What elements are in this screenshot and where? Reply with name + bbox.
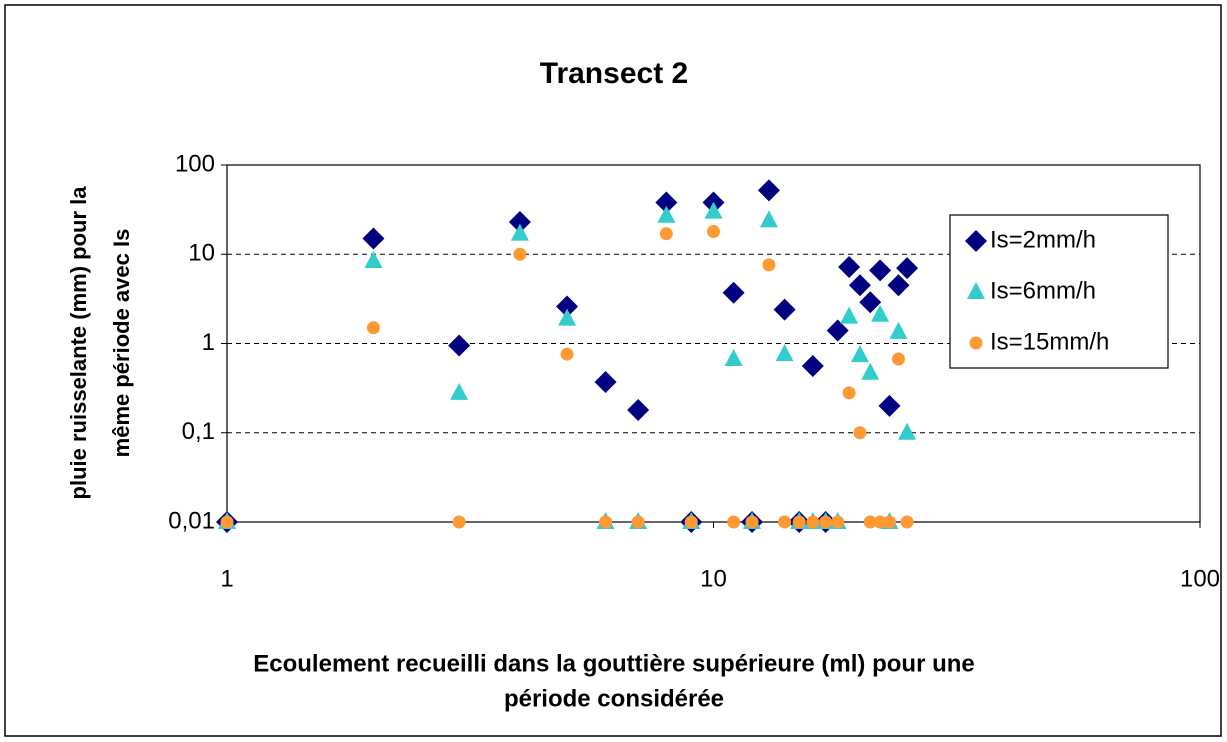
circle-point: [863, 515, 877, 529]
x-tick-label: 1: [220, 565, 233, 592]
chart-title: Transect 2: [540, 57, 688, 90]
triangle-point: [558, 308, 577, 326]
circle-point: [366, 321, 380, 335]
y-tick-label: 0,01: [168, 507, 215, 534]
diamond-point: [448, 334, 471, 357]
y-tick-label: 100: [175, 150, 215, 177]
circle-point: [891, 352, 905, 366]
circle-point: [873, 515, 887, 529]
circle-point: [831, 515, 845, 529]
y-tick-label: 10: [188, 240, 215, 267]
circle-point: [853, 426, 867, 440]
x-tick-label: 100: [1180, 565, 1220, 592]
plot-frame: [226, 164, 1201, 523]
x-tick-label: 10: [700, 565, 727, 592]
diamond-point: [722, 281, 745, 304]
triangle-point: [850, 345, 869, 363]
legend-marker: [967, 282, 985, 299]
legend-label: Is=6mm/h: [990, 277, 1096, 304]
diamond-point: [838, 255, 861, 278]
triangle-point: [510, 223, 529, 241]
triangle-point: [657, 205, 676, 223]
legend-label: Is=15mm/h: [990, 328, 1109, 355]
circle-point: [819, 515, 833, 529]
diamond-point: [848, 274, 871, 297]
triangle-point: [759, 210, 778, 228]
diamond-point: [508, 210, 531, 233]
circle-point: [684, 515, 698, 529]
circle-point: [762, 258, 776, 272]
legend-marker: [969, 336, 983, 350]
diamond-point: [869, 259, 892, 282]
triangle-point: [704, 201, 723, 219]
triangle-point: [889, 321, 908, 339]
circle-point: [659, 227, 673, 241]
y-axis-title: pluie ruisselante (mm) pour la: [66, 186, 91, 500]
diamond-point: [757, 179, 780, 202]
y-axis-title: même période avec Is: [109, 229, 134, 458]
triangle-point: [898, 422, 917, 440]
y-tick-label: 1: [202, 329, 215, 356]
circle-point: [560, 347, 574, 361]
triangle-point: [450, 382, 469, 400]
diamond-point: [655, 191, 678, 214]
circle-point: [452, 515, 466, 529]
circle-point: [778, 515, 792, 529]
circle-point: [792, 515, 806, 529]
circle-point: [842, 386, 856, 400]
diamond-point: [887, 274, 910, 297]
legend-label: Is=2mm/h: [990, 226, 1096, 253]
chart-border: [4, 4, 1222, 737]
triangle-point: [871, 304, 890, 322]
diamond-point: [896, 257, 919, 280]
circle-point: [806, 515, 820, 529]
legend-marker: [965, 230, 987, 252]
diamond-point: [627, 398, 650, 421]
circle-point: [727, 515, 741, 529]
triangle-point: [840, 306, 859, 324]
x-axis-title: Ecoulement recueilli dans la gouttière s…: [253, 650, 975, 677]
circle-point: [599, 515, 613, 529]
circle-point: [220, 515, 234, 529]
diamond-point: [801, 354, 824, 377]
diamond-point: [556, 295, 579, 318]
triangle-point: [364, 251, 383, 269]
circle-point: [631, 515, 645, 529]
circle-point: [882, 515, 896, 529]
circle-point: [707, 224, 720, 238]
x-axis-title: période considérée: [504, 685, 724, 712]
triangle-point: [861, 362, 880, 380]
diamond-point: [878, 394, 901, 417]
circle-point: [745, 515, 759, 529]
triangle-point: [724, 349, 743, 367]
y-tick-label: 0,1: [182, 418, 215, 445]
circle-point: [513, 247, 527, 261]
diamond-point: [362, 227, 385, 250]
diamond-point: [773, 298, 796, 321]
circle-point: [900, 515, 914, 529]
triangle-point: [775, 344, 794, 362]
diamond-point: [826, 319, 849, 342]
diamond-point: [594, 371, 617, 394]
diamond-point: [859, 291, 882, 314]
